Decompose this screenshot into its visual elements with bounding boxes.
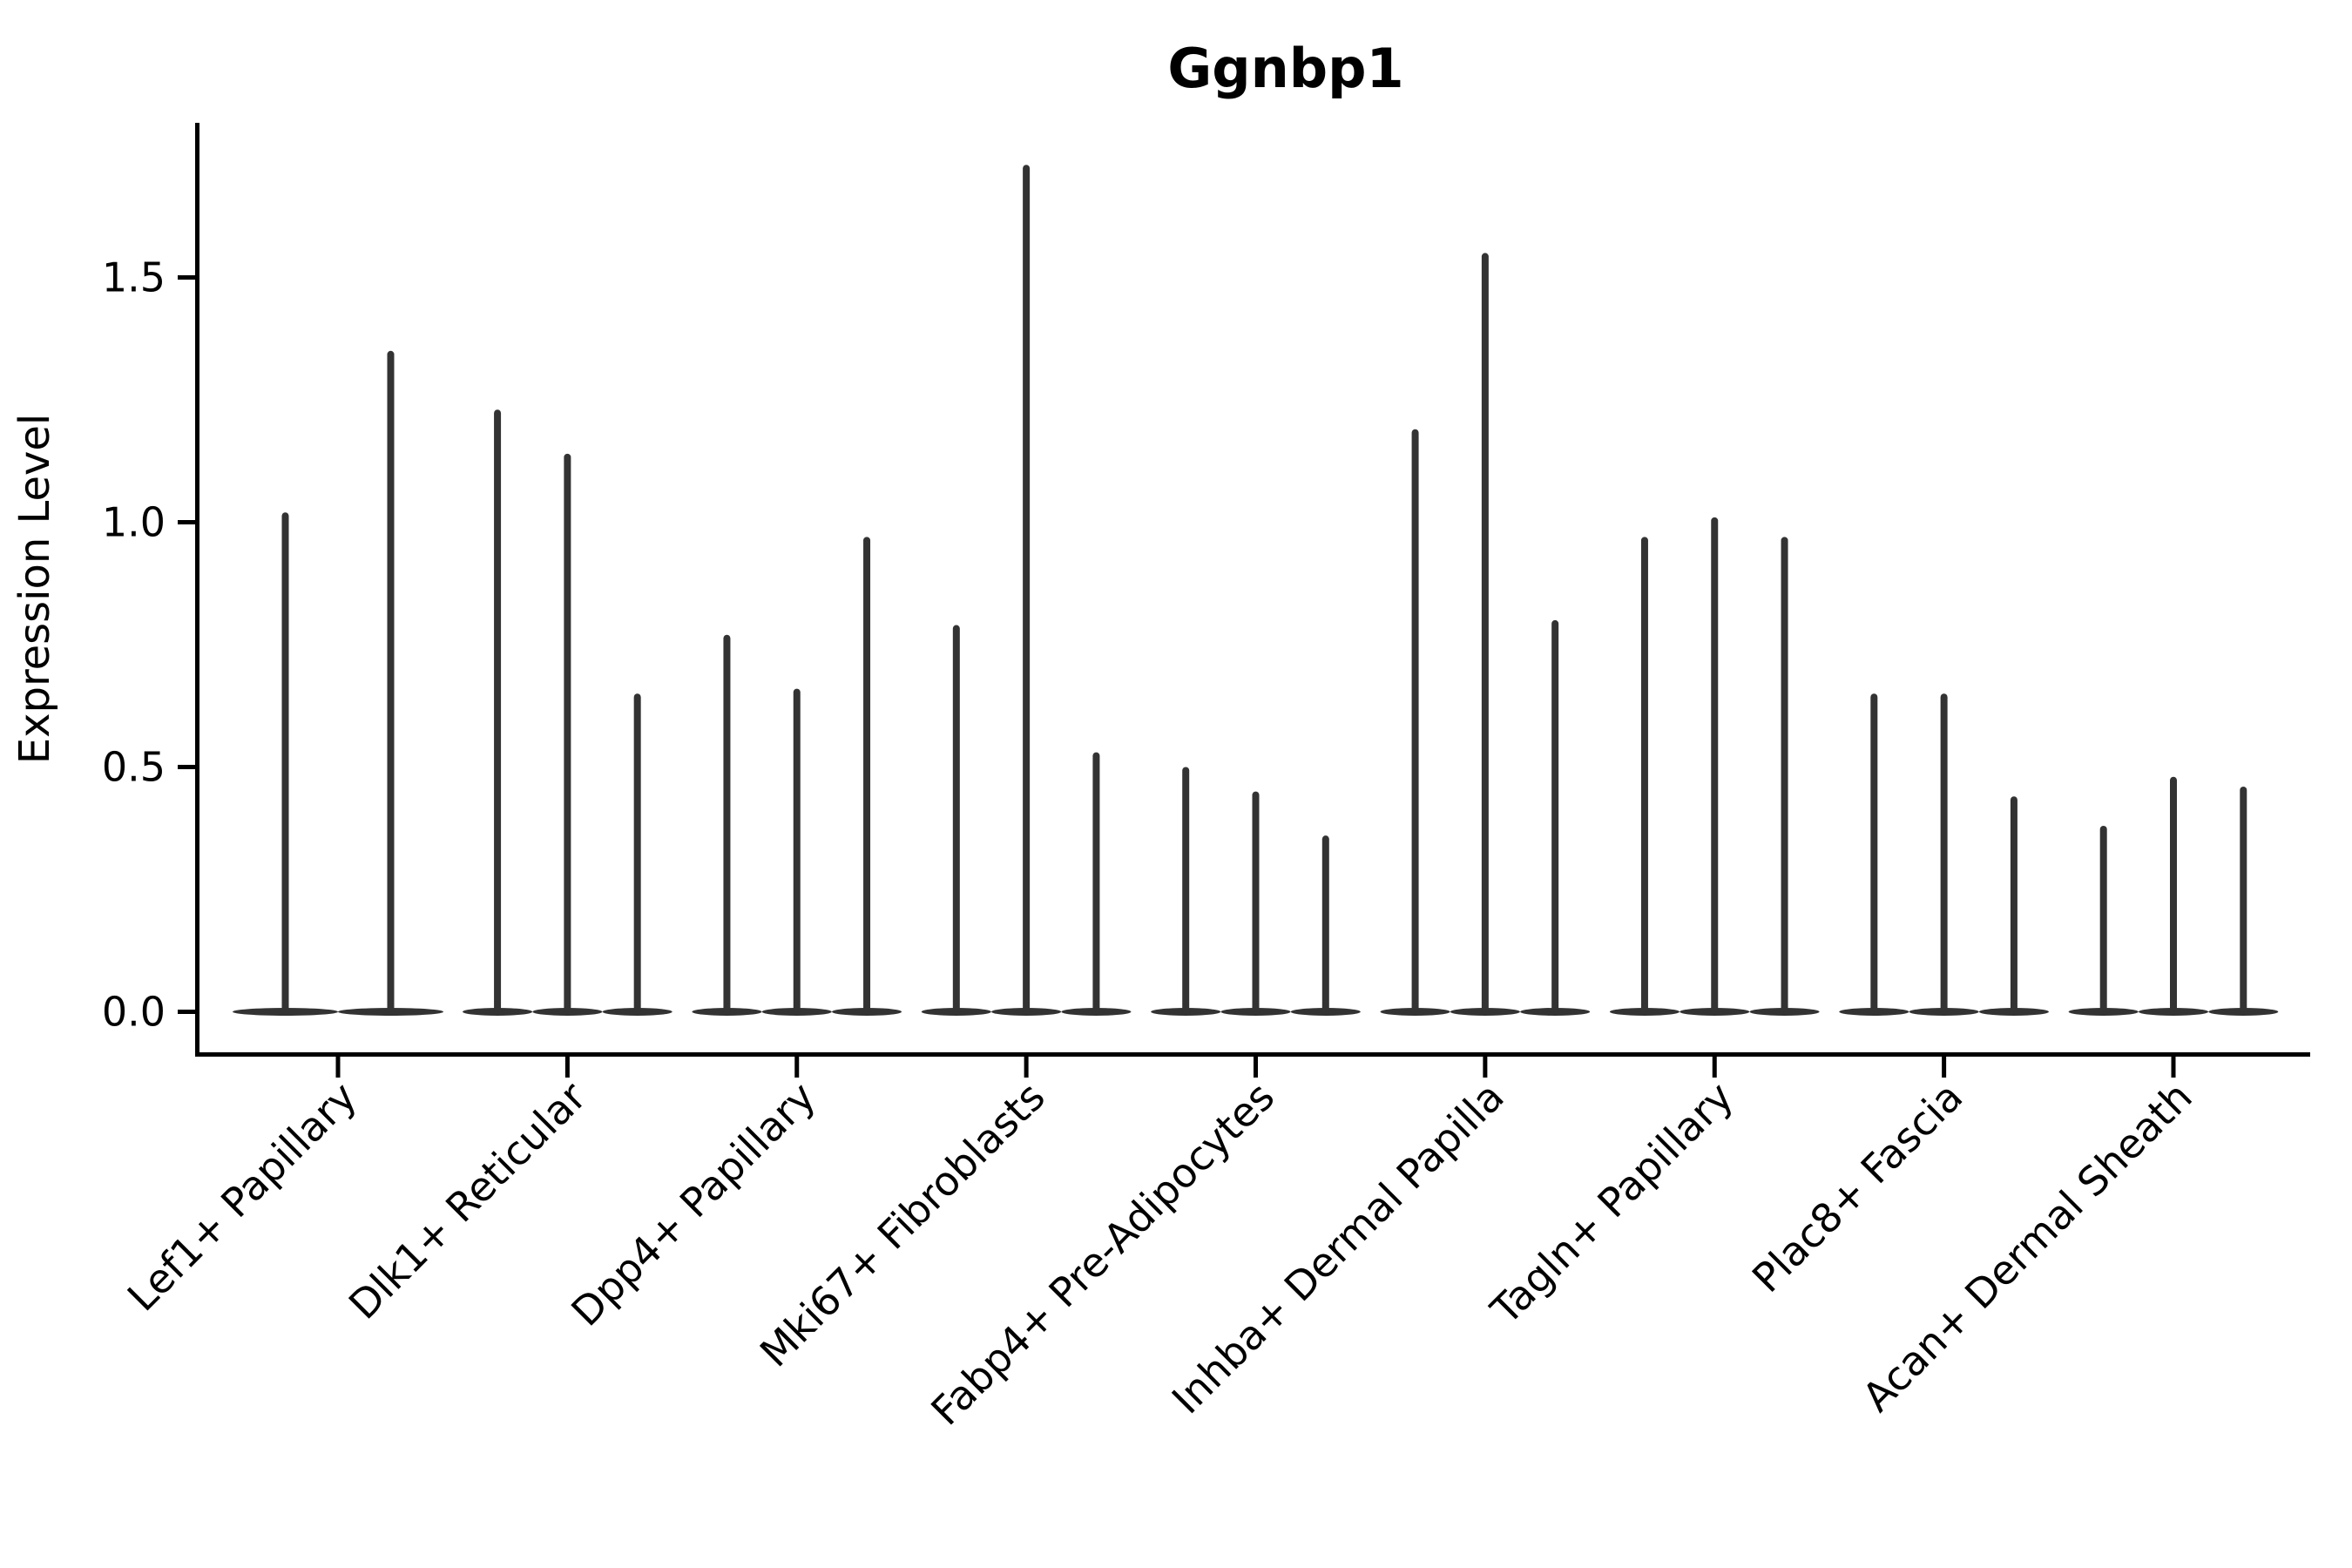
- violin-spike: [1781, 537, 1788, 1016]
- chart-title: Ggnbp1: [1167, 37, 1403, 100]
- violin-spike: [2170, 776, 2177, 1016]
- violin-spike: [633, 693, 641, 1016]
- violin-spike: [2010, 796, 2017, 1016]
- violin-spike: [494, 409, 502, 1016]
- violin-spike: [723, 634, 731, 1016]
- violin-spike: [1411, 429, 1419, 1017]
- violin-spike: [1092, 752, 1100, 1016]
- violin-spike: [1640, 537, 1648, 1016]
- violin-spike: [1711, 517, 1719, 1016]
- violin-spike: [2240, 786, 2247, 1016]
- violin-spike: [2099, 825, 2107, 1016]
- violin-spike: [1252, 791, 1260, 1016]
- violin-spike: [1182, 767, 1190, 1016]
- x-axis-spine: [195, 1052, 2310, 1057]
- violin-spike: [1551, 619, 1559, 1016]
- violin-spike: [281, 512, 289, 1016]
- violin-spike: [564, 453, 571, 1016]
- y-tick-label: 1.5: [102, 254, 166, 301]
- violin-spike: [1870, 693, 1878, 1016]
- x-tick-label: Dlk1+ Reticular: [340, 1073, 595, 1328]
- x-tick-label: Plac8+ Fascia: [1743, 1073, 1971, 1301]
- x-tick-label: Dpp4+ Papillary: [562, 1073, 824, 1335]
- x-tick-label: Lef1+ Papillary: [118, 1073, 366, 1321]
- y-axis-label: Expression Level: [10, 414, 59, 765]
- y-tick-label: 0.5: [102, 744, 166, 791]
- violin-spike: [1481, 253, 1489, 1016]
- y-tick-label: 1.0: [102, 499, 166, 546]
- violin-spike: [1940, 693, 1948, 1016]
- y-axis-spine: [195, 123, 199, 1057]
- y-tick-label: 0.0: [102, 989, 166, 1036]
- x-tick-label: Tagln+ Papillary: [1481, 1073, 1742, 1335]
- violin-spike: [387, 350, 395, 1016]
- violin-spike: [952, 625, 960, 1016]
- violin-spike: [1023, 165, 1031, 1017]
- violin-spike: [863, 537, 871, 1016]
- violin-spike: [1321, 835, 1329, 1016]
- violin-spike: [793, 688, 801, 1016]
